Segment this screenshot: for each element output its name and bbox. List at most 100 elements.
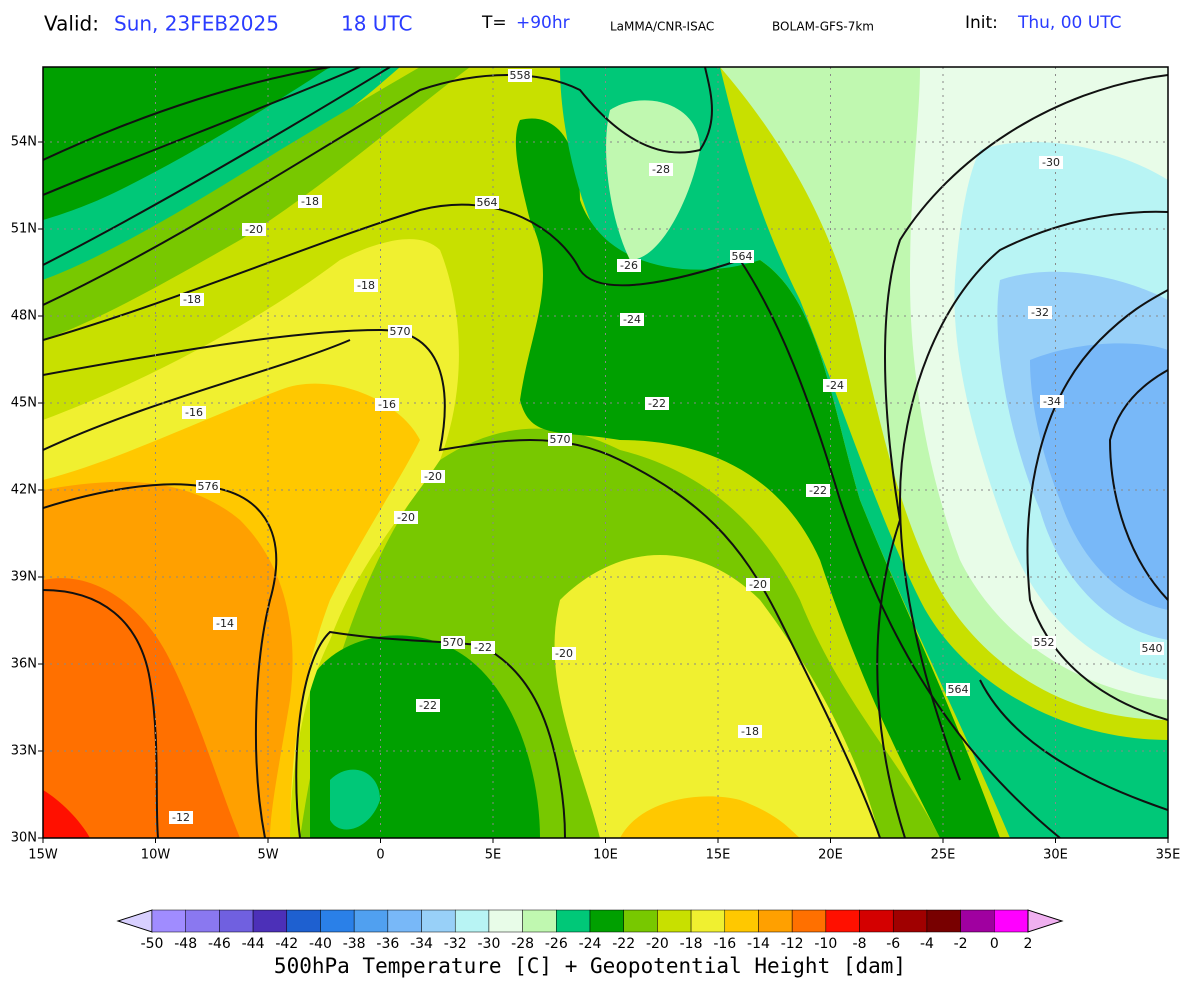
contour-label: 558 [510, 69, 531, 82]
contour-label: 570 [390, 325, 411, 338]
contour-label: -22 [809, 484, 827, 497]
colorbar-label: 2 [1024, 936, 1033, 952]
contour-label-bg [421, 470, 445, 483]
contour-label-bg [242, 223, 266, 236]
colorbar-swatch [926, 909, 961, 933]
colorbar-label: -14 [747, 936, 770, 952]
contour-label: -34 [1043, 395, 1061, 408]
contour-label-bg [375, 398, 399, 411]
contour-label-bg [471, 641, 495, 654]
colorbar-label: -28 [511, 936, 534, 952]
colorbar-label: -34 [410, 936, 433, 952]
contour-label-bg [213, 617, 237, 630]
contour-label-bg [441, 636, 465, 649]
contour-label: -12 [172, 811, 190, 824]
colorbar-label: -44 [242, 936, 265, 952]
source: LaMMA/CNR-ISAC [610, 20, 714, 34]
contour-label: -16 [185, 406, 203, 419]
colorbar: -50 -48 -46 -44 -42 -40 -38 -36 -34 -32 -30 -28 -26-… [116, 909, 1064, 952]
contour-label-bg [617, 259, 641, 272]
colorbar-swatch [960, 909, 995, 933]
contour-label: 564 [948, 683, 969, 696]
contour-label: -22 [648, 397, 666, 410]
contour-label: -20 [397, 511, 415, 524]
colorbar-label: -16 [713, 936, 736, 952]
contour-label-bg [649, 163, 673, 176]
contour-label-bg [508, 69, 532, 82]
contour-label: 564 [477, 196, 498, 209]
colorbar-swatch [724, 909, 759, 933]
grid [43, 67, 1168, 838]
lat-label: 45N [11, 396, 37, 411]
lon-label: 5W [257, 848, 278, 863]
lon-label: 15W [28, 848, 58, 863]
lon-label: 25E [931, 848, 956, 863]
lon-label: 30E [1043, 848, 1068, 863]
contour-label-bg [746, 578, 770, 591]
colorbar-label: -40 [309, 936, 332, 952]
colorbar-swatch [825, 909, 860, 933]
colorbar-swatch [488, 909, 523, 933]
contour-label: -22 [419, 699, 437, 712]
contour-label: -18 [357, 279, 375, 292]
contour-label: -20 [749, 578, 767, 591]
colorbar-label: -20 [646, 936, 669, 952]
contour-label: 564 [732, 250, 753, 263]
lat-label: 30N [11, 831, 37, 846]
axes: 54N 51N 48N 45N 42N 39N 36N 33N 30N 15W 10W 5W 0 5E 10… [11, 135, 1180, 863]
init-value: Thu, 00 UTC [1017, 13, 1121, 33]
colorbar-swatch [320, 909, 355, 933]
contour-label-bg [823, 379, 847, 392]
colorbar-swatch [185, 909, 220, 933]
colorbar-label: -4 [920, 936, 934, 952]
header: Valid: Sun, 23FEB2025 18 UTC T= +90hr La… [44, 12, 1121, 36]
colorbar-label: -26 [545, 936, 568, 952]
step-value: +90hr [516, 13, 570, 33]
contour-label-bg [730, 250, 754, 263]
colorbar-swatch [151, 909, 186, 933]
contour-label: -20 [245, 223, 263, 236]
colorbar-label: -22 [612, 936, 635, 952]
colorbar-swatch [657, 909, 692, 933]
colorbar-high-triangle [1027, 909, 1064, 933]
contour-label-bg [416, 699, 440, 712]
colorbar-label: -36 [376, 936, 399, 952]
colorbar-label: -48 [174, 936, 197, 952]
contour-label-bg [806, 484, 830, 497]
contour-label-bg [548, 433, 572, 446]
contour-label: 570 [550, 433, 571, 446]
contour-label-bg [182, 406, 206, 419]
colorbar-swatch [859, 909, 894, 933]
contour-label-bg [196, 480, 220, 493]
colorbar-label: -6 [886, 936, 900, 952]
valid-date: Sun, 23FEB2025 [114, 12, 279, 36]
colorbar-swatch [623, 909, 658, 933]
colorbar-swatch [454, 909, 490, 933]
lon-label: 10W [141, 848, 171, 863]
contour-label: -20 [424, 470, 442, 483]
contour-label-bg [738, 725, 762, 738]
lon-label: 35E [1156, 848, 1180, 863]
contour-label: 576 [198, 480, 219, 493]
contour-label-bg [394, 511, 418, 524]
contour-label: -26 [620, 259, 638, 272]
colorbar-swatch [522, 909, 557, 933]
colorbar-swatch [994, 909, 1029, 933]
colorbar-label: -46 [208, 936, 231, 952]
contour-label-bg [180, 293, 204, 306]
lat-label: 36N [11, 657, 37, 672]
colorbar-swatch [589, 909, 624, 933]
colorbar-swatch [387, 909, 422, 933]
contour-label: -24 [623, 313, 641, 326]
contour-label-bg [169, 811, 193, 824]
lon-label: 20E [818, 848, 843, 863]
contour-label: -30 [1042, 156, 1060, 169]
colorbar-label: 0 [990, 936, 999, 952]
colorbar-swatch [690, 909, 726, 933]
contour-label: -20 [555, 647, 573, 660]
model: BOLAM-GFS-7km [772, 20, 874, 34]
contour-label-bg [645, 397, 669, 410]
colorbar-label: -42 [275, 936, 298, 952]
contour-label: 552 [1034, 636, 1055, 649]
